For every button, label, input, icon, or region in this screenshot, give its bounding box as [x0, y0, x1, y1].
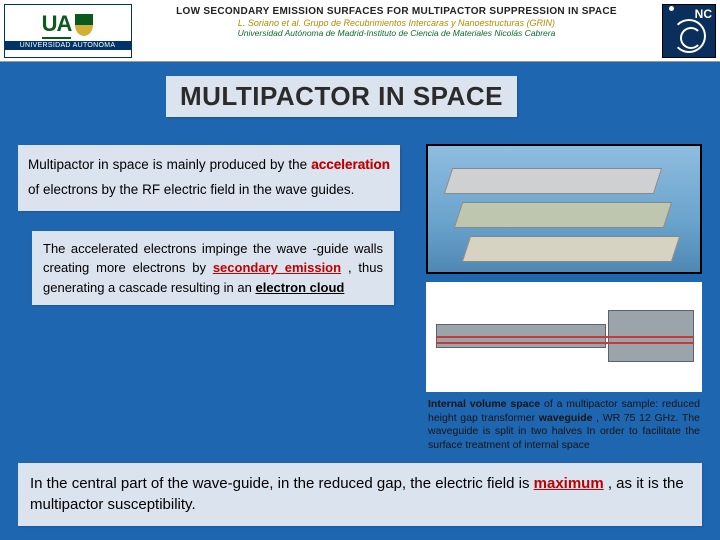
shield-icon: [75, 14, 93, 36]
inc-logo-box: NC: [662, 4, 716, 58]
bottom-panel: In the central part of the wave-guide, i…: [18, 463, 702, 527]
figure-caption: Internal volume space of a multipactor s…: [426, 398, 702, 453]
waveguide-photo: [426, 144, 702, 274]
uam-logo: UA UNIVERSIDAD AUTONOMA: [0, 0, 135, 61]
secondary-emission: secondary emission: [213, 260, 341, 275]
header-center: LOW SECONDARY EMISSION SURFACES FOR MULT…: [135, 0, 658, 61]
caption-b2: waveguide: [539, 412, 593, 424]
secondary-panel: The accelerated electrons impinge the wa…: [32, 231, 394, 306]
intro-panel: Multipactor in space is mainly produced …: [18, 145, 400, 211]
waveguide-piece: [454, 202, 672, 228]
uam-logo-box: UA UNIVERSIDAD AUTONOMA: [4, 4, 132, 58]
intro-acceleration: acceleration: [311, 157, 390, 172]
render-line: [436, 342, 694, 344]
header-title: LOW SECONDARY EMISSION SURFACES FOR MULT…: [135, 6, 658, 17]
render-line: [436, 336, 694, 338]
uam-bottom-label: UNIVERSIDAD AUTONOMA: [5, 41, 131, 50]
header-authors: L. Soriano et al. Grupo de Recubrimiento…: [135, 18, 658, 28]
waveguide-piece: [462, 236, 680, 262]
dot-icon: [669, 6, 674, 11]
intro-pre: Multipactor in space is mainly produced …: [28, 157, 311, 172]
header-bar: UA UNIVERSIDAD AUTONOMA LOW SECONDARY EM…: [0, 0, 720, 62]
images-column: Internal volume space of a multipactor s…: [426, 144, 702, 453]
waveguide-render: [426, 282, 702, 392]
slide-title: MULTIPACTOR IN SPACE: [180, 81, 503, 112]
caption-b1: Internal volume space: [428, 398, 540, 410]
uam-logo-top: UA: [42, 11, 94, 39]
slide-body: MULTIPACTOR IN SPACE Multipactor in spac…: [0, 62, 720, 540]
inc-label: NC: [695, 7, 712, 21]
electron-cloud: electron cloud: [255, 280, 344, 295]
header-affiliation: Universidad Autónoma de Madrid-Instituto…: [135, 28, 658, 38]
intro-post: of electrons by the RF electric field in…: [28, 182, 354, 197]
bottom-pre: In the central part of the wave-guide, i…: [30, 475, 534, 492]
inc-logo: NC: [658, 0, 720, 61]
waveguide-piece: [444, 168, 662, 194]
swirl-icon: [672, 19, 706, 53]
uam-letters: UA: [42, 11, 72, 39]
slide-title-box: MULTIPACTOR IN SPACE: [166, 76, 517, 117]
bottom-maximum: maximum: [534, 475, 604, 492]
